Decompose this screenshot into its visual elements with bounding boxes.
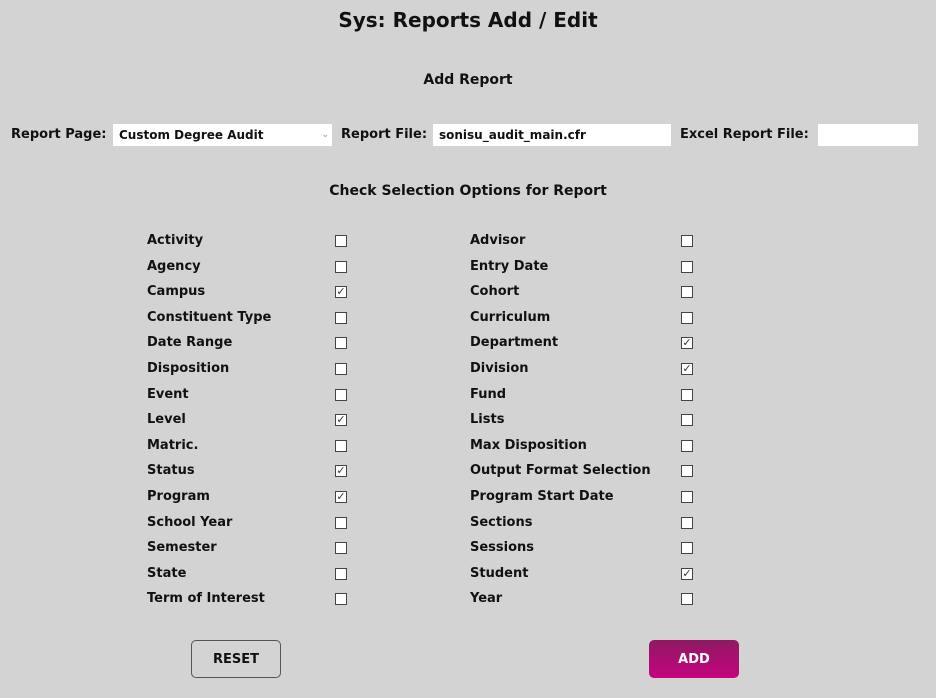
option-checkbox[interactable] — [681, 439, 693, 452]
option-label: State — [147, 565, 187, 581]
option-checkbox[interactable] — [335, 439, 347, 452]
excel-file-input[interactable] — [818, 124, 918, 146]
option-checkbox[interactable]: ✓ — [335, 490, 347, 503]
option-label: Agency — [147, 258, 201, 274]
option-checkbox[interactable] — [681, 465, 693, 478]
option-label: Advisor — [470, 233, 526, 248]
option-checkbox[interactable] — [335, 235, 347, 247]
option-checkbox[interactable] — [681, 286, 693, 299]
option-label: Status — [147, 463, 195, 479]
option-checkbox[interactable] — [681, 235, 693, 247]
option-checkbox[interactable] — [335, 542, 347, 555]
option-checkbox[interactable]: ✓ — [335, 413, 347, 427]
option-label: Department — [470, 335, 559, 351]
option-label: Student — [470, 565, 529, 581]
option-label: Fund — [470, 386, 507, 402]
option-checkbox[interactable]: ✓ — [335, 464, 347, 478]
option-checkbox[interactable] — [681, 593, 693, 606]
option-label: Lists — [470, 412, 505, 428]
option-checkbox[interactable]: ✓ — [681, 362, 693, 375]
option-checkbox[interactable] — [335, 593, 347, 606]
option-label: Program Start Date — [470, 489, 614, 504]
option-label: Year — [470, 591, 503, 607]
option-checkbox[interactable]: ✓ — [681, 336, 693, 350]
report-page-select[interactable]: Custom Degree Audit ⌄ — [113, 124, 332, 146]
report-file-label: Report File: — [341, 127, 428, 142]
option-label: Campus — [147, 284, 206, 300]
option-checkbox[interactable] — [681, 311, 693, 324]
option-label: Semester — [147, 540, 217, 556]
option-checkbox[interactable] — [335, 337, 347, 350]
option-checkbox[interactable] — [681, 516, 693, 529]
option-label: Output Format Selection — [470, 463, 651, 479]
option-label: Term of Interest — [147, 591, 265, 607]
option-label: Date Range — [147, 335, 233, 351]
option-label: School Year — [147, 514, 233, 530]
report-page-label: Report Page: — [11, 127, 107, 142]
option-label: Curriculum — [470, 309, 551, 325]
option-label: Constituent Type — [147, 309, 272, 325]
reset-button[interactable]: RESET — [191, 640, 281, 678]
options-title: Check Selection Options for Report — [329, 183, 607, 199]
option-label: Entry Date — [470, 258, 549, 274]
option-checkbox[interactable] — [681, 388, 693, 401]
page-title: Sys: Reports Add / Edit — [338, 8, 598, 32]
option-checkbox[interactable] — [681, 491, 693, 503]
option-label: Disposition — [147, 361, 230, 376]
option-checkbox[interactable]: ✓ — [335, 285, 347, 299]
option-checkbox[interactable] — [681, 260, 693, 273]
section-title: Add Report — [423, 72, 513, 88]
option-checkbox[interactable] — [335, 363, 347, 375]
add-button[interactable]: ADD — [649, 640, 739, 678]
option-label: Program — [147, 489, 210, 504]
option-checkbox[interactable] — [335, 260, 347, 273]
chevron-down-icon: ⌄ — [321, 130, 329, 140]
option-checkbox[interactable] — [335, 311, 347, 324]
option-checkbox[interactable] — [335, 567, 347, 580]
excel-file-label: Excel Report File: — [680, 127, 809, 142]
option-label: Activity — [147, 233, 204, 248]
option-label: Event — [147, 386, 189, 402]
option-label: Division — [470, 361, 529, 376]
option-checkbox[interactable] — [681, 414, 693, 427]
option-label: Matric. — [147, 437, 199, 453]
option-label: Sessions — [470, 540, 535, 556]
option-checkbox[interactable] — [681, 542, 693, 555]
option-label: Max Disposition — [470, 437, 587, 453]
option-label: Cohort — [470, 284, 520, 300]
option-label: Sections — [470, 514, 533, 530]
report-file-input[interactable]: sonisu_audit_main.cfr — [433, 124, 671, 146]
report-page-value: Custom Degree Audit — [119, 128, 264, 142]
option-checkbox[interactable]: ✓ — [681, 566, 693, 580]
option-label: Level — [147, 412, 186, 428]
option-checkbox[interactable] — [335, 388, 347, 401]
option-checkbox[interactable] — [335, 516, 347, 529]
